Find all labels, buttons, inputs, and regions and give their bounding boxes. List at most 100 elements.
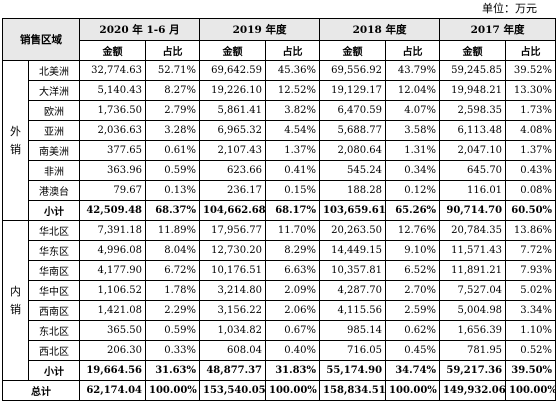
ratio-cell: 7.93% (505, 260, 557, 281)
ratio-cell: 100.00% (385, 380, 441, 401)
amount-cell: 69,556.92 (319, 60, 387, 81)
ratio-cell: 68.37% (144, 200, 201, 221)
ratio-cell: 8.29% (265, 240, 321, 261)
ratio-cell: 4.07% (385, 100, 441, 121)
amount-cell: 90,714.70 (439, 200, 507, 221)
period-header: 2018 年度 (319, 18, 441, 41)
table-row: 华南区 4,177.90 6.72% 10,176.51 6.63% 10,357.81 6… (3, 260, 557, 281)
amount-cell: 5,688.77 (319, 120, 387, 141)
amount-cell: 5,861.41 (199, 100, 267, 121)
amount-cell: 545.24 (319, 160, 387, 181)
region-cell: 北美洲 (28, 60, 80, 81)
region-cell: 南美洲 (28, 140, 80, 161)
ratio-cell: 1.31% (385, 140, 441, 161)
table-row: 大洋洲 5,140.43 8.27% 19,226.10 12.52% 19,129.17… (3, 80, 557, 101)
table-row: 华中区 1,106.52 1.78% 3,214.80 2.09% 4,287.70 2.7… (3, 280, 557, 301)
region-header: 销售区域 (2, 18, 80, 61)
amount-cell: 104,662.68 (199, 200, 267, 221)
amount-cell: 55,174.90 (319, 360, 387, 381)
ratio-cell: 60.50% (505, 200, 557, 221)
table-row: 外 销北美洲 32,774.63 52.71% 69,642.59 45.36% 69,5… (2, 60, 557, 221)
table-row: 西北区 206.30 0.33% 608.04 0.40% 716.05 0.45% 781.… (3, 340, 557, 361)
amount-header: 金额 (439, 40, 507, 61)
ratio-cell: 34.74% (385, 360, 441, 381)
region-cell: 港澳台 (28, 180, 80, 201)
ratio-cell: 3.58% (385, 120, 441, 141)
ratio-cell: 0.40% (265, 340, 321, 361)
ratio-cell: 1.78% (144, 280, 201, 301)
amount-cell: 116.01 (439, 180, 507, 201)
ratio-cell: 65.26% (385, 200, 441, 221)
group-label: 内 销 (2, 220, 29, 381)
ratio-cell: 0.45% (385, 340, 441, 361)
amount-cell: 6,965.32 (199, 120, 267, 141)
ratio-cell: 9.10% (385, 240, 441, 261)
amount-cell: 236.17 (199, 180, 267, 201)
ratio-cell: 11.89% (144, 220, 201, 241)
ratio-header: 占比 (505, 40, 557, 61)
region-cell: 华北区 (28, 220, 80, 241)
table-row: 欧洲 1,736.50 2.79% 5,861.41 3.82% 6,470.59 4.07… (3, 100, 557, 121)
amount-cell: 781.95 (439, 340, 507, 361)
amount-cell: 10,176.51 (199, 260, 267, 281)
amount-cell: 59,217.36 (439, 360, 507, 381)
amount-cell: 365.50 (79, 320, 146, 341)
total-row: 总计 62,174.04 100.00% 153,540.05 100.00% 158,8… (2, 380, 557, 401)
ratio-cell: 0.15% (265, 180, 321, 201)
amount-header: 金额 (319, 40, 387, 61)
table-row: 南美洲 377.65 0.61% 2,107.43 1.37% 2,080.64 1.31%… (3, 140, 557, 161)
amount-cell: 4,287.70 (319, 280, 387, 301)
ratio-cell: 0.52% (505, 340, 557, 361)
amount-cell: 716.05 (319, 340, 387, 361)
amount-cell: 79.67 (79, 180, 146, 201)
amount-header: 金额 (199, 40, 267, 61)
ratio-cell: 100.00% (505, 380, 557, 401)
amount-cell: 623.66 (199, 160, 267, 181)
ratio-cell: 0.59% (144, 160, 201, 181)
amount-cell: 32,774.63 (79, 60, 146, 81)
amount-cell: 1,656.39 (439, 320, 507, 341)
amount-cell: 1,106.52 (79, 280, 146, 301)
ratio-header: 占比 (144, 40, 201, 61)
amount-cell: 153,540.05 (199, 380, 267, 401)
ratio-cell: 13.30% (505, 80, 557, 101)
amount-cell: 7,391.18 (79, 220, 146, 241)
ratio-cell: 2.79% (144, 100, 201, 121)
amount-cell: 19,948.21 (439, 80, 507, 101)
period-header: 2020 年 1-6 月 (78, 18, 201, 41)
amount-cell: 608.04 (199, 340, 267, 361)
amount-cell: 206.30 (79, 340, 146, 361)
amount-cell: 69,642.59 (199, 60, 267, 81)
amount-header: 金额 (79, 40, 146, 61)
subtotal-label: 小计 (28, 200, 80, 221)
amount-cell: 1,421.08 (79, 300, 146, 321)
ratio-cell: 0.08% (505, 180, 557, 201)
ratio-cell: 0.34% (385, 160, 441, 181)
amount-cell: 1,034.82 (199, 320, 267, 341)
amount-cell: 4,115.56 (319, 300, 387, 321)
ratio-cell: 0.41% (265, 160, 321, 181)
ratio-cell: 13.86% (505, 220, 557, 241)
amount-cell: 645.70 (439, 160, 507, 181)
amount-cell: 6,470.59 (319, 100, 387, 121)
ratio-cell: 0.67% (265, 320, 321, 341)
ratio-cell: 2.29% (144, 300, 201, 321)
amount-cell: 2,598.35 (439, 100, 507, 121)
ratio-cell: 100.00% (144, 380, 201, 401)
table-row: 港澳台 79.67 0.13% 236.17 0.15% 188.28 0.12% 116.0… (3, 180, 557, 201)
amount-cell: 11,571.43 (439, 240, 507, 261)
amount-cell: 20,263.50 (319, 220, 387, 241)
table-row: 西南区 1,421.08 2.29% 3,156.22 2.06% 4,115.56 2.5… (3, 300, 557, 321)
ratio-cell: 5.02% (505, 280, 557, 301)
ratio-cell: 39.52% (505, 60, 557, 81)
amount-cell: 20,784.35 (439, 220, 507, 241)
header-row-periods: 销售区域 2020 年 1-6 月 2019 年度 2018 年度 2017 年… (2, 18, 557, 61)
ratio-cell: 45.36% (265, 60, 321, 81)
ratio-cell: 8.27% (144, 80, 201, 101)
ratio-cell: 0.13% (144, 180, 201, 201)
ratio-cell: 39.50% (505, 360, 557, 381)
table-row: 内 销华北区 7,391.18 11.89% 17,956.77 11.70% 20,26… (2, 220, 557, 381)
table-row: 东北区 365.50 0.59% 1,034.82 0.67% 985.14 0.62% 1,… (3, 320, 557, 341)
ratio-cell: 43.79% (385, 60, 441, 81)
region-cell: 西南区 (28, 300, 80, 321)
